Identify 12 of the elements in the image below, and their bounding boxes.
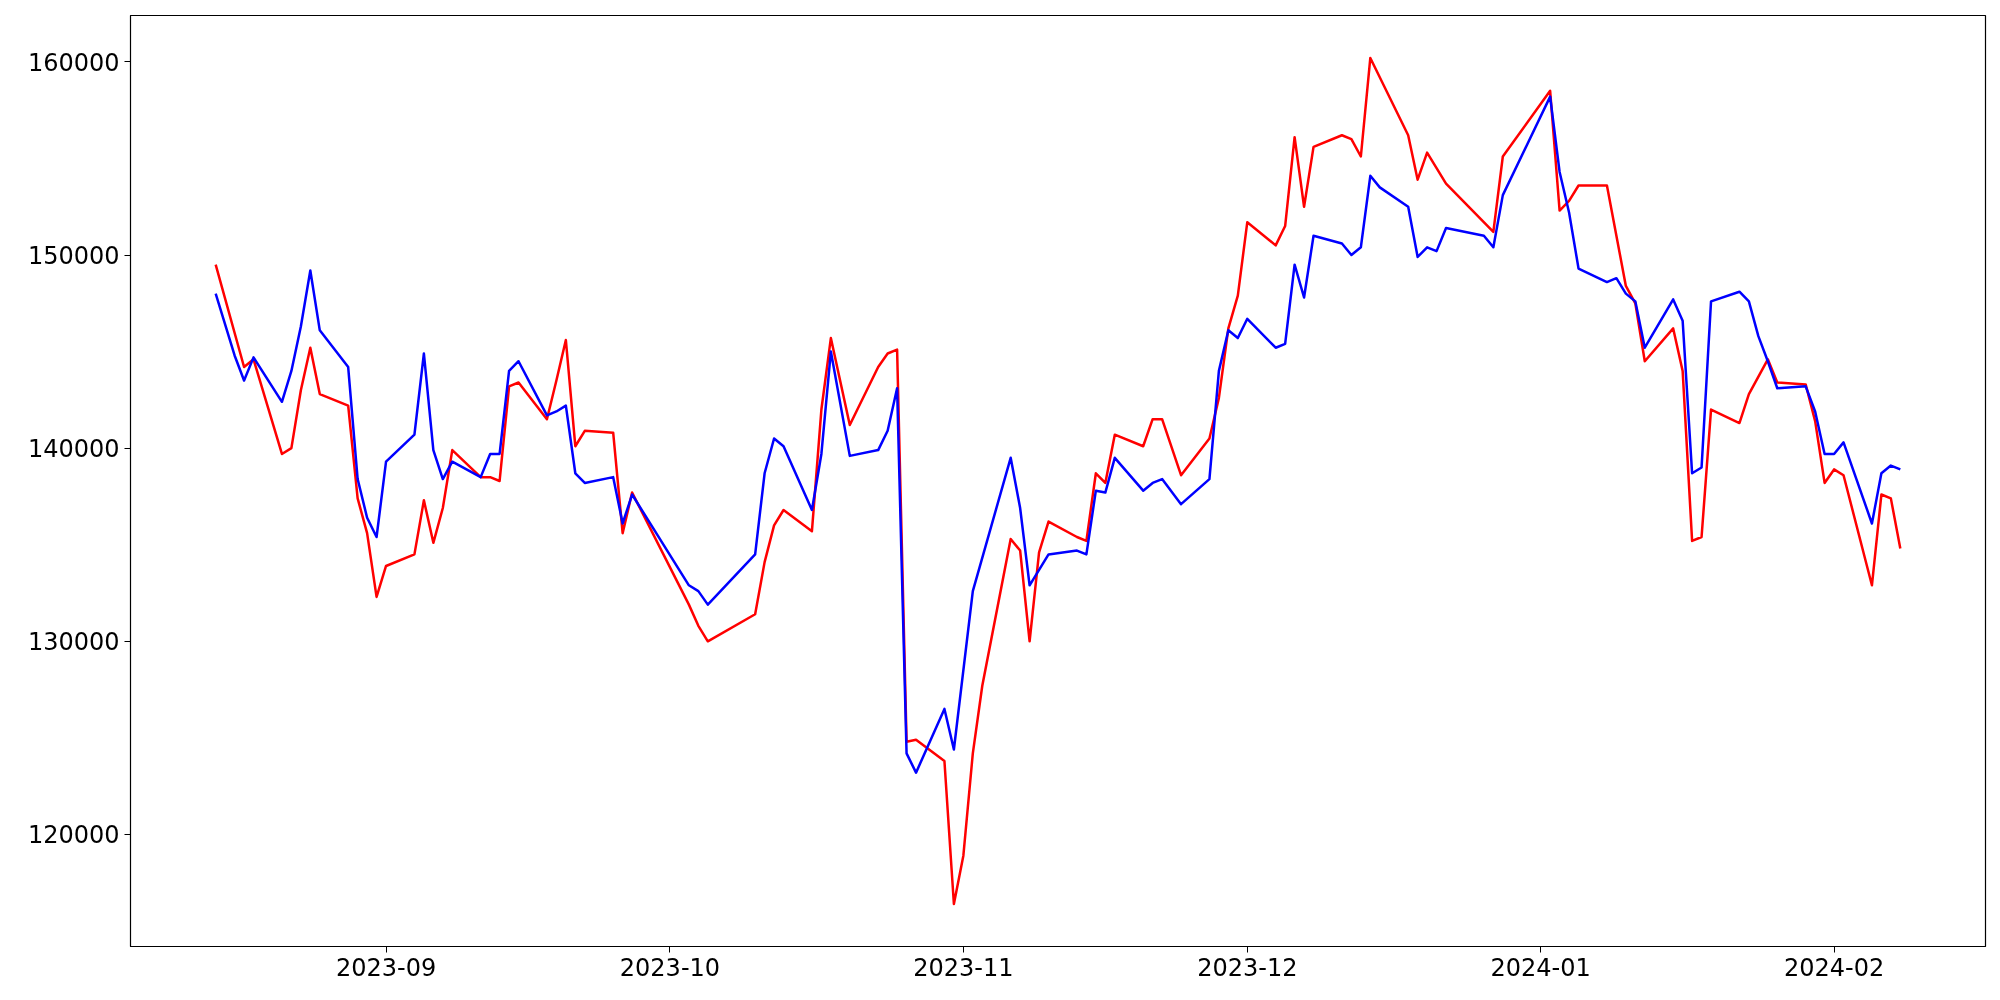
x-tick-label: 2023-09	[335, 953, 437, 982]
y-tick-label: 150000	[27, 242, 120, 271]
x-tick-label: 2024-01	[1490, 953, 1591, 982]
x-tick-label: 2023-10	[619, 953, 721, 982]
line-series	[214, 95, 1902, 774]
y-tick-label: 160000	[27, 48, 120, 77]
x-tick-label: 2023-12	[1197, 953, 1298, 982]
y-tick-label: 130000	[27, 628, 120, 657]
x-tick-label: 2024-02	[1783, 953, 1885, 982]
y-tick-label: 120000	[27, 821, 120, 850]
y-tick-label: 140000	[27, 435, 120, 464]
x-tick-label: 2023-11	[913, 953, 1014, 982]
